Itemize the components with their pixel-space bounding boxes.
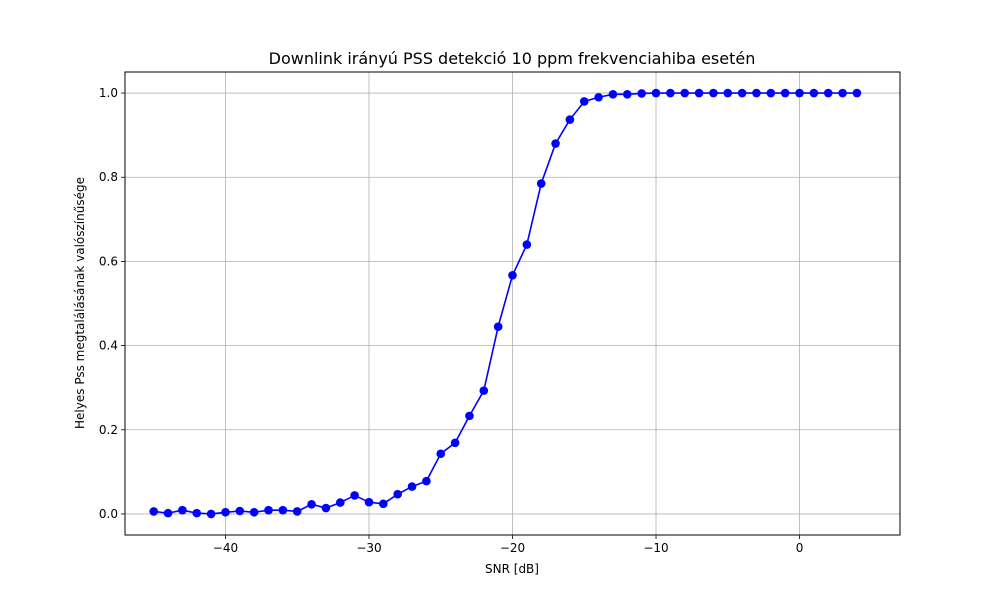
- x-tick-label: 0: [796, 541, 804, 555]
- data-point: [594, 92, 603, 102]
- y-tick-label: 0.4: [99, 339, 118, 353]
- y-axis-ticks: 0.0 0.2 0.4 0.6 0.8 1.0: [99, 86, 125, 521]
- data-point: [694, 88, 704, 98]
- data-point: [551, 139, 560, 148]
- x-tick-label: −30: [356, 541, 381, 555]
- data-point: [809, 88, 819, 98]
- data-point: [163, 508, 173, 518]
- data-point: [307, 499, 316, 509]
- data-point: [235, 506, 245, 516]
- data-point: [206, 509, 216, 519]
- y-axis-label: Helyes Pss megtalálásának valószínűsége: [73, 177, 87, 429]
- data-point: [249, 507, 259, 517]
- data-point: [264, 505, 273, 515]
- data-point: [838, 88, 847, 98]
- data-point: [321, 503, 331, 513]
- data-point: [766, 88, 776, 98]
- data-point: [508, 270, 517, 280]
- data-point: [651, 88, 661, 98]
- y-tick-label: 0.8: [99, 170, 118, 184]
- data-point: [149, 507, 159, 516]
- data-point: [221, 507, 230, 517]
- data-point: [852, 88, 862, 98]
- data-point: [522, 240, 532, 249]
- data-point: [723, 88, 733, 98]
- x-axis-ticks: −40 −30 −20 −10 0: [213, 535, 804, 555]
- data-point: [407, 482, 417, 491]
- data-point: [436, 449, 446, 459]
- plot-frame: [124, 71, 901, 536]
- data-point: [709, 88, 718, 98]
- data-point: [335, 498, 345, 507]
- data-point: [393, 489, 402, 499]
- data-point: [479, 386, 489, 395]
- x-tick-label: −40: [213, 541, 238, 555]
- data-point: [579, 97, 589, 106]
- data-series: [149, 88, 862, 519]
- data-point: [795, 88, 804, 98]
- data-point: [465, 411, 474, 421]
- data-point: [623, 90, 632, 99]
- data-point: [493, 322, 503, 331]
- data-point: [278, 505, 288, 515]
- y-tick-label: 1.0: [99, 86, 118, 100]
- data-point: [666, 88, 675, 98]
- x-tick-label: −10: [643, 541, 668, 555]
- data-point: [292, 507, 302, 516]
- y-tick-label: 0.2: [99, 423, 118, 437]
- data-point: [350, 491, 359, 500]
- data-point: [637, 89, 646, 98]
- data-point: [192, 508, 202, 518]
- data-point: [565, 115, 575, 124]
- data-point: [737, 88, 747, 98]
- data-point: [178, 505, 187, 515]
- data-point: [379, 499, 388, 509]
- data-point: [450, 438, 460, 448]
- x-tick-label: −20: [500, 541, 525, 555]
- y-tick-label: 0.0: [99, 507, 118, 521]
- data-point: [536, 179, 546, 188]
- data-point: [823, 88, 833, 98]
- chart-title: Downlink irányú PSS detekció 10 ppm frek…: [269, 49, 756, 68]
- data-point: [364, 497, 374, 507]
- data-point: [780, 88, 790, 98]
- data-point: [752, 88, 761, 98]
- data-point: [680, 88, 690, 98]
- data-point: [422, 476, 431, 486]
- y-tick-label: 0.6: [99, 254, 118, 268]
- data-point: [608, 90, 618, 99]
- x-axis-label: SNR [dB]: [485, 562, 539, 576]
